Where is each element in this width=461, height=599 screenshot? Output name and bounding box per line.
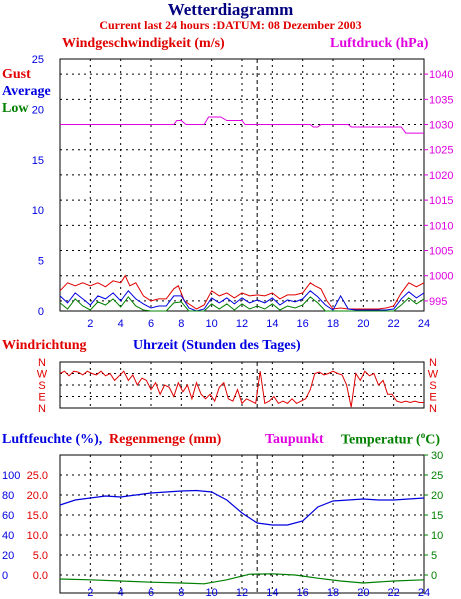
humidity-axis-label: Luftfeuchte (%), xyxy=(2,432,103,447)
series-luftdruck xyxy=(60,116,424,134)
degree-sign: o xyxy=(420,430,426,440)
pressure-tick-label: 1030 xyxy=(429,120,453,132)
winddir-tick-label: W xyxy=(37,369,48,381)
temperature-axis-label: Temperatur (oC) xyxy=(341,430,440,449)
hour-tick-label: 10 xyxy=(206,318,218,330)
winddir-tick-label: E xyxy=(38,392,45,404)
humidity-tick-label: 40 xyxy=(2,530,14,542)
hour-tick-label: 22 xyxy=(388,587,400,599)
rain-tick-label: 5.0 xyxy=(33,550,48,562)
wind-axis-label: Windgeschwindigkeit (m/s) xyxy=(62,36,225,51)
pressure-tick-label: 1020 xyxy=(429,170,453,182)
winddir-tick-label-right: N xyxy=(429,357,437,369)
series-average xyxy=(59,290,425,312)
humidity-tick-label: 20 xyxy=(2,550,14,562)
humidity-plot-frame xyxy=(59,454,425,594)
temperature-tick-label: 20 xyxy=(431,490,443,502)
pressure-axis-label: Luftdruck (hPa) xyxy=(330,36,429,51)
temperature-tick-label: 10 xyxy=(431,530,443,542)
pressure-tick-label: 1000 xyxy=(429,271,453,283)
hour-tick-label: 20 xyxy=(357,587,369,599)
winddir-tick-label-right: W xyxy=(428,369,439,381)
wind-tick-label: 5 xyxy=(38,256,44,268)
chart-subtitle: Current last 24 hours :DATUM: 08 Dezembe… xyxy=(99,18,362,32)
temperature-tick-label: 30 xyxy=(431,450,443,462)
temperature-label-text: Temperatur ( xyxy=(341,432,421,448)
chart-title: Wetterdiagramm xyxy=(167,0,294,19)
series-low xyxy=(59,296,425,312)
wind-tick-label: 0 xyxy=(38,306,44,318)
hour-tick-label: 6 xyxy=(148,587,154,599)
winddir-tick-label-right: N xyxy=(429,403,437,415)
wind-tick-label: 15 xyxy=(32,155,44,167)
rain-tick-label: 25.0 xyxy=(27,470,48,482)
hour-tick-label: 18 xyxy=(327,587,339,599)
hour-tick-label: 22 xyxy=(388,318,400,330)
hour-tick-label: 10 xyxy=(206,587,218,599)
legend-gust: Gust xyxy=(2,67,31,82)
wind-tick-label: 20 xyxy=(32,104,44,116)
legend-low: Low xyxy=(2,101,29,116)
hour-tick-label: 18 xyxy=(327,318,339,330)
hours-axis-label: Uhrzeit (Stunden des Tages) xyxy=(133,338,301,353)
hour-tick-label: 24 xyxy=(418,318,430,330)
winddir-tick-label: S xyxy=(38,380,45,392)
temperature-tick-label: 5 xyxy=(431,550,437,562)
hour-tick-label: 20 xyxy=(357,318,369,330)
winddir-tick-label: N xyxy=(38,357,46,369)
pressure-tick-label: 1025 xyxy=(429,145,453,157)
series-winddir xyxy=(59,370,424,408)
hour-tick-label: 14 xyxy=(266,318,278,330)
hour-tick-label: 12 xyxy=(236,318,248,330)
hour-tick-label: 16 xyxy=(297,587,309,599)
winddir-tick-label-right: S xyxy=(429,380,436,392)
temperature-tick-label: 25 xyxy=(431,470,443,482)
hour-tick-label: 4 xyxy=(118,318,124,330)
temperature-unit: C) xyxy=(425,432,440,448)
temperature-tick-label: 15 xyxy=(431,510,443,522)
hour-tick-label: 8 xyxy=(178,318,184,330)
hour-tick-label: 16 xyxy=(297,318,309,330)
series-temperature xyxy=(59,573,425,585)
winddir-tick-label-right: E xyxy=(429,392,436,404)
series-humidity xyxy=(59,489,425,526)
rain-tick-label: 20.0 xyxy=(27,490,48,502)
pressure-tick-label: 1010 xyxy=(429,220,453,232)
wind-tick-label: 25 xyxy=(32,54,44,66)
hour-tick-label: 8 xyxy=(178,587,184,599)
rain-tick-label: 0.0 xyxy=(33,570,48,582)
winddir-axis-label: Windrichtung xyxy=(2,338,87,353)
rain-tick-label: 10.0 xyxy=(27,530,48,542)
humidity-tick-label: 0 xyxy=(2,570,8,582)
humidity-tick-label: 100 xyxy=(2,470,20,482)
rain-axis-label: Regenmenge (mm) xyxy=(109,432,222,447)
hour-tick-label: 2 xyxy=(87,318,93,330)
hour-tick-label: 24 xyxy=(418,587,430,599)
series-gust xyxy=(59,274,425,310)
hour-tick-label: 6 xyxy=(148,318,154,330)
winddir-tick-label: N xyxy=(38,403,46,415)
rain-tick-label: 15.0 xyxy=(27,510,48,522)
hour-tick-label: 4 xyxy=(118,587,124,599)
legend-average: Average xyxy=(2,84,51,99)
pressure-tick-label: 1005 xyxy=(429,246,453,258)
hour-tick-label: 12 xyxy=(236,587,248,599)
pressure-tick-label: 1040 xyxy=(429,69,453,81)
hour-tick-label: 14 xyxy=(266,587,278,599)
temperature-tick-label: 0 xyxy=(431,570,437,582)
pressure-tick-label: 1015 xyxy=(429,195,453,207)
humidity-tick-label: 60 xyxy=(2,510,14,522)
humidity-tick-label: 80 xyxy=(2,490,14,502)
hour-tick-label: 2 xyxy=(87,587,93,599)
pressure-tick-label: 995 xyxy=(429,296,447,308)
pressure-tick-label: 1035 xyxy=(429,94,453,106)
wind-tick-label: 10 xyxy=(32,205,44,217)
dewpoint-label: Taupunkt xyxy=(265,432,324,447)
